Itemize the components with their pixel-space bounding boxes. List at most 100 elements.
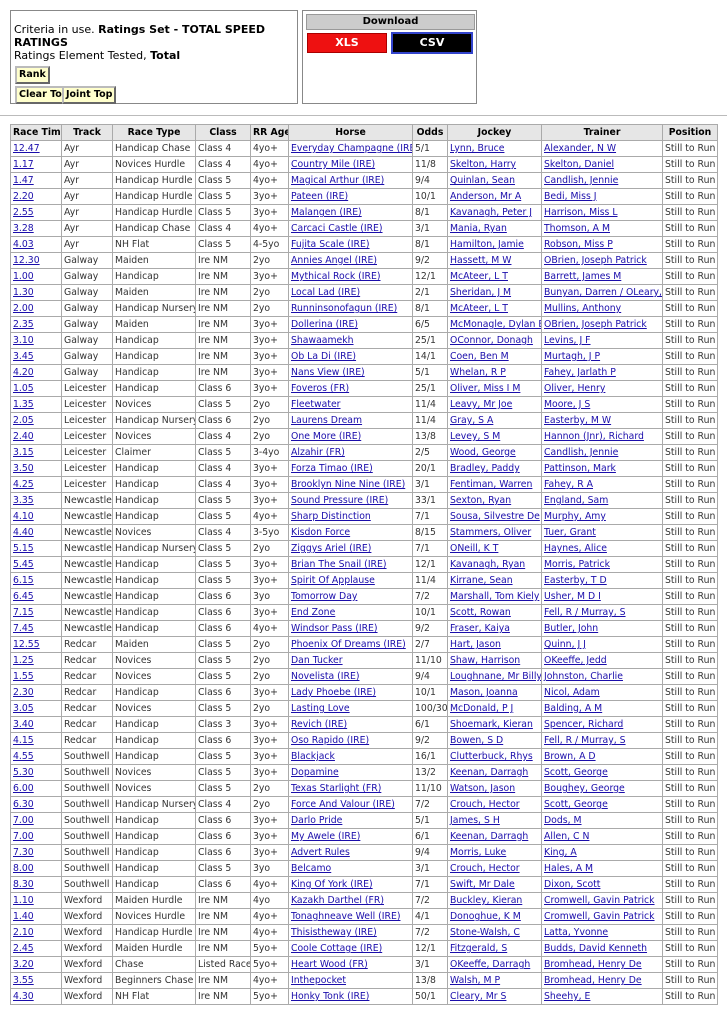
jockey-link[interactable]: James, S H — [450, 815, 500, 826]
race-time-link[interactable]: 6.00 — [13, 783, 34, 794]
race-time-link[interactable]: 1.17 — [13, 159, 34, 170]
horse-link[interactable]: Fleetwater — [291, 399, 341, 410]
jockey-link[interactable]: Crouch, Hector — [450, 799, 520, 810]
race-time-link[interactable]: 7.00 — [13, 815, 34, 826]
race-time-link[interactable]: 3.40 — [13, 719, 34, 730]
race-time-link[interactable]: 4.03 — [13, 239, 34, 250]
trainer-link[interactable]: Bromhead, Henry De — [544, 959, 642, 970]
trainer-link[interactable]: Robson, Miss P — [544, 239, 613, 250]
jockey-link[interactable]: Coen, Ben M — [450, 351, 509, 362]
race-time-link[interactable]: 6.15 — [13, 575, 34, 586]
jockey-link[interactable]: Sheridan, J M — [450, 287, 512, 298]
trainer-link[interactable]: Easterby, M W — [544, 415, 612, 426]
race-time-link[interactable]: 3.55 — [13, 975, 34, 986]
race-time-link[interactable]: 2.35 — [13, 319, 34, 330]
jockey-link[interactable]: Buckley, Kieran — [450, 895, 523, 906]
horse-link[interactable]: Everyday Champagne (IRE) — [291, 143, 413, 154]
csv-button[interactable]: CSV — [391, 32, 473, 54]
race-time-link[interactable]: 4.10 — [13, 511, 34, 522]
horse-link[interactable]: Dollerina (IRE) — [291, 319, 359, 330]
trainer-link[interactable]: OBrien, Joseph Patrick — [544, 255, 647, 266]
trainer-link[interactable]: Nicol, Adam — [544, 687, 600, 698]
jockey-link[interactable]: Hamilton, Jamie — [450, 239, 524, 250]
jockey-link[interactable]: Keenan, Darragh — [450, 767, 529, 778]
jockey-link[interactable]: Sexton, Ryan — [450, 495, 512, 506]
jockey-link[interactable]: Kavanagh, Ryan — [450, 559, 526, 570]
horse-link[interactable]: Coole Cottage (IRE) — [291, 943, 383, 954]
trainer-link[interactable]: Morris, Patrick — [544, 559, 610, 570]
trainer-link[interactable]: Scott, George — [544, 767, 608, 778]
race-time-link[interactable]: 4.40 — [13, 527, 34, 538]
horse-link[interactable]: Ob La Di (IRE) — [291, 351, 357, 362]
jockey-link[interactable]: Watson, Jason — [450, 783, 516, 794]
race-time-link[interactable]: 1.30 — [13, 287, 34, 298]
race-time-link[interactable]: 1.55 — [13, 671, 34, 682]
trainer-link[interactable]: Pattinson, Mark — [544, 463, 616, 474]
trainer-link[interactable]: Murtagh, J P — [544, 351, 601, 362]
horse-link[interactable]: Kisdon Force — [291, 527, 351, 538]
horse-link[interactable]: Darlo Pride — [291, 815, 343, 826]
race-time-link[interactable]: 12.55 — [13, 639, 40, 650]
race-time-link[interactable]: 1.05 — [13, 383, 34, 394]
jockey-link[interactable]: Levey, S M — [450, 431, 501, 442]
horse-link[interactable]: Blackjack — [291, 751, 335, 762]
trainer-link[interactable]: Haynes, Alice — [544, 543, 607, 554]
trainer-link[interactable]: Levins, J F — [544, 335, 591, 346]
horse-link[interactable]: Novelista (IRE) — [291, 671, 360, 682]
race-time-link[interactable]: 2.55 — [13, 207, 34, 218]
trainer-link[interactable]: Allen, C N — [544, 831, 590, 842]
horse-link[interactable]: Force And Valour (IRE) — [291, 799, 395, 810]
trainer-link[interactable]: Fahey, Jarlath P — [544, 367, 616, 378]
horse-link[interactable]: Malangen (IRE) — [291, 207, 362, 218]
race-time-link[interactable]: 2.20 — [13, 191, 34, 202]
jockey-link[interactable]: Scott, Rowan — [450, 607, 511, 618]
trainer-link[interactable]: OBrien, Joseph Patrick — [544, 319, 647, 330]
jockey-link[interactable]: Loughnane, Mr Billy — [450, 671, 542, 682]
jockey-link[interactable]: Mania, Ryan — [450, 223, 507, 234]
race-time-link[interactable]: 3.28 — [13, 223, 34, 234]
jockey-link[interactable]: Hassett, M W — [450, 255, 512, 266]
jockey-link[interactable]: Walsh, M P — [450, 975, 501, 986]
race-time-link[interactable]: 1.35 — [13, 399, 34, 410]
horse-link[interactable]: Ziggys Ariel (IRE) — [291, 543, 372, 554]
jockey-link[interactable]: Sousa, Silvestre De — [450, 511, 540, 522]
race-time-link[interactable]: 6.30 — [13, 799, 34, 810]
trainer-link[interactable]: Alexander, N W — [544, 143, 617, 154]
horse-link[interactable]: Belcamo — [291, 863, 332, 874]
jockey-link[interactable]: OKeeffe, Darragh — [450, 959, 531, 970]
race-time-link[interactable]: 2.05 — [13, 415, 34, 426]
horse-link[interactable]: Brooklyn Nine Nine (IRE) — [291, 479, 406, 490]
horse-link[interactable]: Foveros (FR) — [291, 383, 350, 394]
jockey-link[interactable]: McAteer, L T — [450, 271, 508, 282]
trainer-link[interactable]: England, Sam — [544, 495, 609, 506]
clear-top-button[interactable]: Clear Top — [15, 86, 73, 104]
jockey-link[interactable]: Lynn, Bruce — [450, 143, 505, 154]
horse-link[interactable]: Local Lad (IRE) — [291, 287, 361, 298]
race-time-link[interactable]: 2.30 — [13, 687, 34, 698]
horse-link[interactable]: End Zone — [291, 607, 336, 618]
jockey-link[interactable]: Gray, S A — [450, 415, 494, 426]
race-time-link[interactable]: 6.45 — [13, 591, 34, 602]
horse-link[interactable]: Alzahir (FR) — [291, 447, 345, 458]
jockey-link[interactable]: McAteer, L T — [450, 303, 508, 314]
trainer-link[interactable]: Spencer, Richard — [544, 719, 624, 730]
horse-link[interactable]: Phoenix Of Dreams (IRE) — [291, 639, 406, 650]
horse-link[interactable]: Nans View (IRE) — [291, 367, 365, 378]
race-time-link[interactable]: 12.30 — [13, 255, 40, 266]
race-time-link[interactable]: 8.30 — [13, 879, 34, 890]
trainer-link[interactable]: Johnston, Charlie — [544, 671, 623, 682]
trainer-link[interactable]: King, A — [544, 847, 577, 858]
jockey-link[interactable]: Swift, Mr Dale — [450, 879, 515, 890]
horse-link[interactable]: Shawaamekh — [291, 335, 354, 346]
horse-link[interactable]: Laurens Dream — [291, 415, 363, 426]
horse-link[interactable]: One More (IRE) — [291, 431, 362, 442]
rank-button[interactable]: Rank — [15, 66, 50, 84]
race-time-link[interactable]: 3.20 — [13, 959, 34, 970]
horse-link[interactable]: Magical Arthur (IRE) — [291, 175, 385, 186]
race-time-link[interactable]: 7.30 — [13, 847, 34, 858]
horse-link[interactable]: Mythical Rock (IRE) — [291, 271, 381, 282]
horse-link[interactable]: Inthepocket — [291, 975, 347, 986]
jockey-link[interactable]: Kirrane, Sean — [450, 575, 513, 586]
jockey-link[interactable]: Kavanagh, Peter J — [450, 207, 533, 218]
trainer-link[interactable]: Brown, A D — [544, 751, 596, 762]
